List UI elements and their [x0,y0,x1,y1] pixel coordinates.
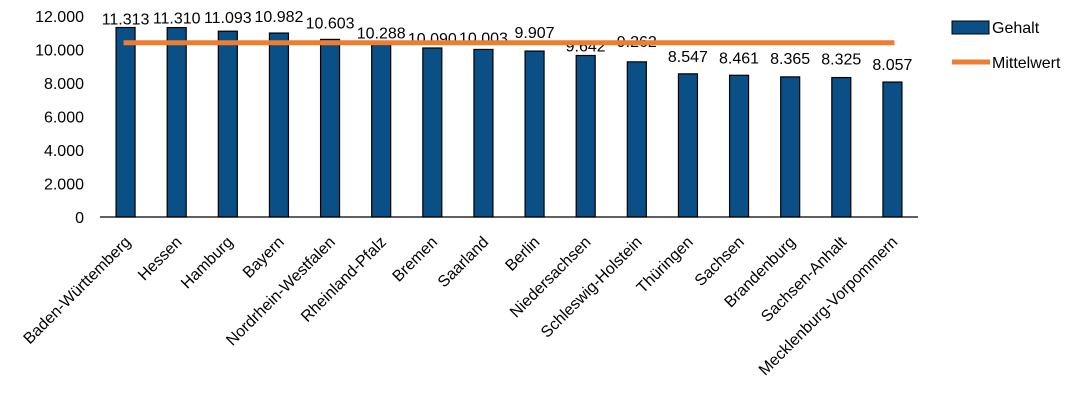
bar-series-gehalt [115,26,903,218]
y-tick-label: 8.000 [44,76,84,93]
y-tick-label: 0 [75,210,84,227]
x-category-label: Berlin [502,234,543,275]
bar-data-label: 11.093 [204,10,252,27]
bar [728,74,750,218]
bar-data-label: 11.310 [153,11,201,28]
legend: Gehalt Mittelwert [951,20,1061,72]
x-category-label: Hamburg [178,234,237,293]
bar-data-label: 8.547 [668,49,708,66]
x-category-label: Baden-Württemberg [21,234,135,348]
x-category-label: Hessen [135,234,185,284]
bar-data-label: 10.603 [306,15,355,32]
bar-data-label: 11.313 [102,12,150,29]
x-category-label: Sachsen-Anhalt [758,233,850,325]
bar-data-label: 9.907 [515,25,555,42]
bar [371,44,392,218]
legend-label-mittelwert: Mittelwert [992,55,1061,72]
y-tick-label: 6.000 [44,110,84,127]
legend-swatch-gehalt [951,20,990,35]
bar [319,38,341,218]
y-tick-label: 10.000 [35,43,84,60]
bar [780,76,801,218]
bar-data-label: 8.325 [821,52,861,69]
bar [677,73,699,218]
x-category-label: Bremen [390,234,442,286]
bar-data-label: 8.057 [872,57,912,74]
bar-data-label: 8.461 [719,50,759,67]
bar [524,50,545,218]
bar [831,76,852,218]
x-category-label: Thüringen [634,234,697,297]
y-tick-label: 2.000 [44,177,84,194]
bar [422,47,443,218]
bar [217,30,238,218]
bar [268,32,290,218]
bar-data-label: 10.982 [254,9,303,26]
y-axis: 0 2.000 4.000 6.000 8.000 10.000 12.000 [35,9,84,227]
bar [626,61,647,218]
bar [575,54,596,218]
x-category-label: Bayern [240,234,288,282]
bar [882,81,903,218]
x-category-label: Saarland [435,234,492,291]
y-tick-label: 12.000 [35,9,84,26]
bar-data-label: 8.365 [770,51,810,68]
bar-data-label: 10.288 [357,26,406,43]
legend-label-gehalt: Gehalt [992,20,1040,37]
y-tick-label: 4.000 [44,143,84,160]
bar [473,48,494,218]
bar [166,26,187,218]
bar-data-label: 10.090 [408,31,457,48]
bar [115,26,136,218]
x-category-label: Schleswig-Holstein [538,234,646,342]
